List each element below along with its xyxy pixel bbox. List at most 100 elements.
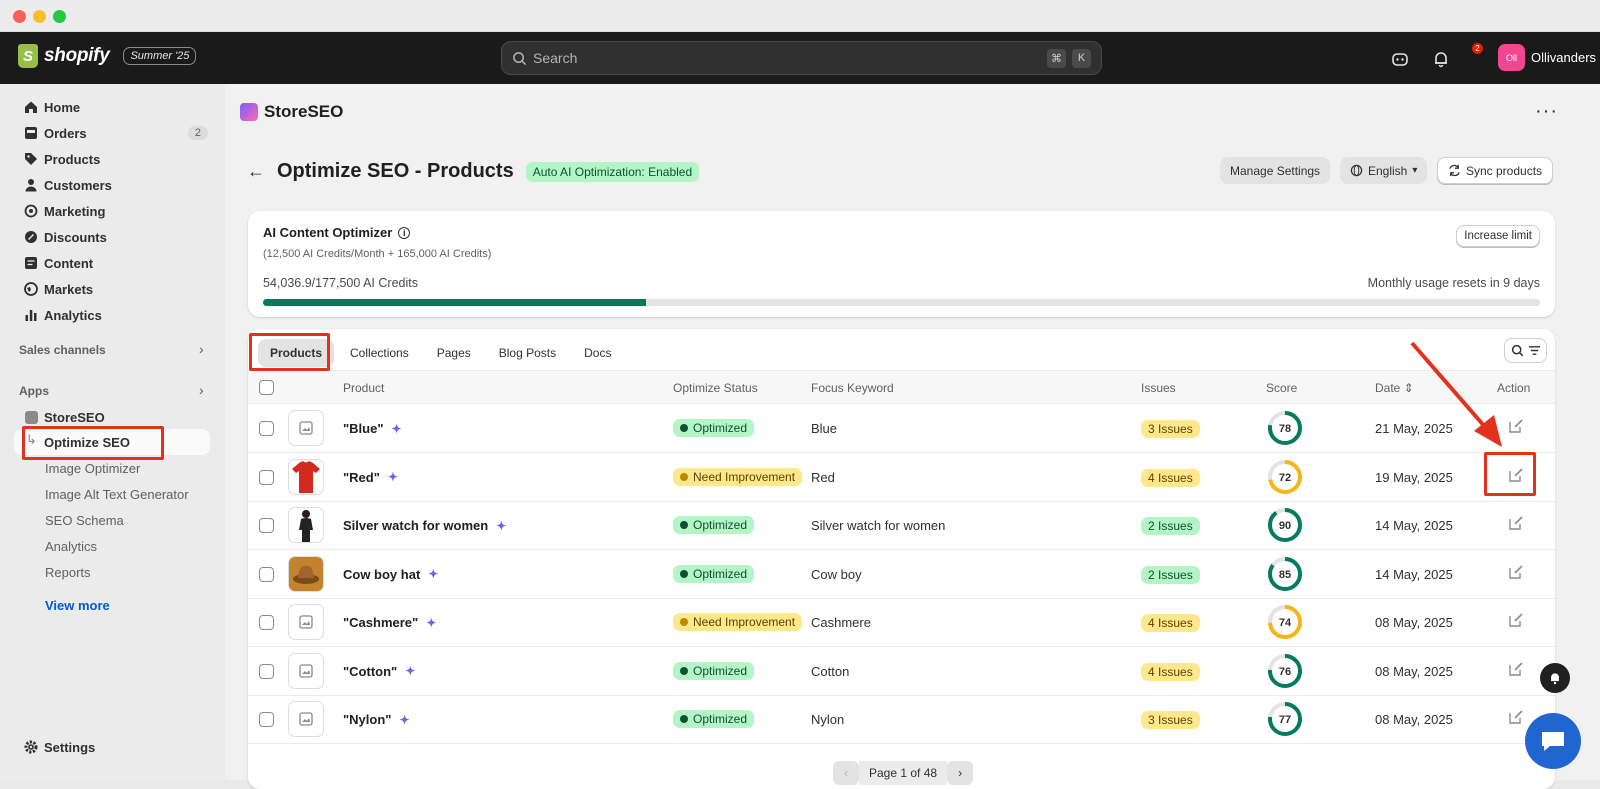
edit-icon[interactable] (1507, 514, 1525, 532)
sidebar-item-markets[interactable]: Markets (14, 276, 214, 302)
select-all-checkbox[interactable] (259, 380, 274, 395)
table-row[interactable]: Cow boy hat ✦ Optimized Cow boy 2 Issues 85 14… (248, 550, 1555, 599)
tab-products[interactable]: Products (258, 339, 335, 367)
sidebar-item-products[interactable]: Products (14, 146, 214, 172)
ai-sparkle-icon[interactable]: ✦ (391, 421, 402, 436)
row-checkbox[interactable] (259, 663, 274, 679)
product-name[interactable]: "Blue" ✦ (343, 421, 402, 436)
manage-settings-button[interactable]: Manage Settings (1220, 157, 1331, 184)
product-name[interactable]: "Nylon" ✦ (343, 712, 410, 727)
table-row[interactable]: Silver watch for women ✦ Optimized Silver w… (248, 501, 1555, 550)
more-options-icon[interactable]: ··· (1535, 100, 1558, 122)
sync-products-button[interactable]: Sync products (1437, 157, 1554, 184)
ai-sparkle-icon[interactable]: ✦ (426, 615, 437, 630)
store-menu[interactable]: Oll Ollivanders (1498, 44, 1596, 71)
issues-badge[interactable]: 3 Issues (1141, 711, 1200, 729)
close-window-button[interactable] (13, 10, 26, 23)
focus-keyword: Red (811, 469, 835, 485)
edit-icon[interactable] (1507, 611, 1525, 629)
row-checkbox[interactable] (259, 615, 274, 630)
sidebar-item-alt-text-generator[interactable]: Image Alt Text Generator (45, 487, 189, 502)
row-checkbox[interactable] (259, 566, 274, 582)
sidebar-item-storeseo[interactable]: StoreSEO (14, 404, 214, 430)
table-row[interactable]: "Blue" ✦ Optimized Blue 3 Issues 78 21 May, 20… (248, 404, 1555, 453)
sidebar-item-reports[interactable]: Reports (45, 565, 91, 580)
back-arrow-icon[interactable]: ← (247, 161, 265, 181)
shopify-logo[interactable]: S shopify Summer '25 (18, 44, 197, 68)
ai-sparkle-icon[interactable]: ✦ (496, 518, 507, 533)
row-checkbox[interactable] (259, 469, 274, 485)
issues-badge[interactable]: 4 Issues (1141, 468, 1200, 487)
tab-pages[interactable]: Pages (436, 346, 471, 360)
edit-icon[interactable] (1507, 417, 1525, 435)
row-checkbox[interactable] (259, 518, 274, 533)
search-filter-button[interactable] (1504, 338, 1547, 363)
score-value: 72 (1279, 472, 1291, 484)
score-ring: 74 (1268, 605, 1302, 639)
sidebar-item-discounts[interactable]: Discounts (14, 224, 214, 250)
main-content: StoreSEO ··· ← Optimize SEO - Products A… (225, 84, 1600, 789)
sidebar-item-settings[interactable]: Settings (14, 734, 214, 760)
search-icon (513, 51, 527, 65)
row-checkbox[interactable] (259, 712, 274, 727)
sidebar-item-analytics[interactable]: Analytics (14, 302, 214, 328)
previous-page-button[interactable]: ‹ (833, 761, 859, 785)
product-thumbnail (288, 507, 324, 543)
chat-icon[interactable] (1525, 713, 1581, 769)
language-select[interactable]: English ▾ (1340, 157, 1428, 184)
sidebar-item-app-analytics[interactable]: Analytics (45, 539, 98, 554)
product-name[interactable]: Cow boy hat ✦ (343, 567, 438, 582)
edit-icon[interactable] (1507, 660, 1525, 678)
sidebar-item-optimize-seo[interactable]: ↳ Optimize SEO (14, 429, 210, 455)
zoom-window-button[interactable] (53, 10, 66, 23)
chevron-right-icon[interactable]: › (199, 382, 204, 398)
issues-badge[interactable]: 3 Issues (1141, 420, 1200, 438)
table-row[interactable]: "Cotton" ✦ Optimized Cotton 4 Issues 76 08 May… (248, 647, 1555, 696)
sales-channels-heading[interactable]: Sales channels (19, 343, 106, 357)
chevron-right-icon[interactable]: › (199, 341, 204, 357)
table-row[interactable]: "Nylon" ✦ Optimized Nylon 3 Issues 77 08 May, … (248, 695, 1555, 744)
issues-badge[interactable]: 2 Issues (1141, 517, 1200, 535)
sidebar-item-home[interactable]: Home (14, 94, 214, 120)
ai-sparkle-icon[interactable]: ✦ (405, 664, 416, 678)
ai-sparkle-icon[interactable]: ✦ (399, 712, 410, 727)
sidekick-icon[interactable] (1389, 48, 1411, 70)
sidebar-item-marketing[interactable]: Marketing (14, 198, 214, 224)
ai-sparkle-icon[interactable]: ✦ (387, 470, 398, 484)
tab-docs[interactable]: Docs (584, 346, 612, 360)
tab-blog-posts[interactable]: Blog Posts (498, 346, 557, 360)
product-name[interactable]: "Red" ✦ (343, 470, 398, 485)
bell-icon[interactable] (1430, 48, 1452, 70)
column-date[interactable]: Date ⇕ (1375, 381, 1414, 395)
issues-badge[interactable]: 4 Issues (1141, 614, 1200, 632)
score-ring: 85 (1268, 556, 1302, 591)
next-page-button[interactable]: › (947, 761, 974, 785)
minimize-window-button[interactable] (33, 10, 46, 23)
search-input[interactable]: Search ⌘ K (501, 41, 1102, 75)
sidebar-item-customers[interactable]: Customers (14, 172, 214, 198)
credits-progress-bar (263, 299, 1540, 306)
issues-badge[interactable]: 4 Issues (1141, 662, 1200, 681)
product-name[interactable]: "Cotton" ✦ (343, 664, 415, 679)
notification-bell-icon[interactable] (1540, 663, 1570, 693)
table-row[interactable]: "Red" ✦ Need Improvement Red 4 Issues 72 19 Ma… (248, 453, 1555, 502)
ai-sparkle-icon[interactable]: ✦ (428, 567, 439, 581)
product-name[interactable]: Silver watch for women ✦ (343, 518, 506, 533)
issues-badge[interactable]: 2 Issues (1141, 565, 1200, 584)
sidebar-item-content[interactable]: Content (14, 250, 214, 276)
sidebar-item-orders[interactable]: Orders 2 (14, 120, 214, 146)
row-checkbox[interactable] (259, 421, 274, 436)
edit-icon[interactable] (1507, 466, 1525, 484)
sidebar-item-image-optimizer[interactable]: Image Optimizer (45, 461, 141, 476)
apps-heading[interactable]: Apps (19, 384, 49, 398)
edit-icon[interactable] (1507, 563, 1525, 581)
view-more-link[interactable]: View more (45, 598, 110, 613)
optimize-status-badge: Optimized (673, 564, 755, 583)
table-row[interactable]: "Cashmere" ✦ Need Improvement Cashmere 4 Iss… (248, 598, 1555, 647)
sidebar-item-seo-schema[interactable]: SEO Schema (45, 513, 124, 528)
tab-collections[interactable]: Collections (350, 346, 409, 360)
info-icon[interactable]: i (398, 226, 411, 239)
edit-icon[interactable] (1507, 708, 1525, 726)
increase-limit-button[interactable]: Increase limit (1456, 225, 1540, 247)
product-name[interactable]: "Cashmere" ✦ (343, 615, 436, 630)
